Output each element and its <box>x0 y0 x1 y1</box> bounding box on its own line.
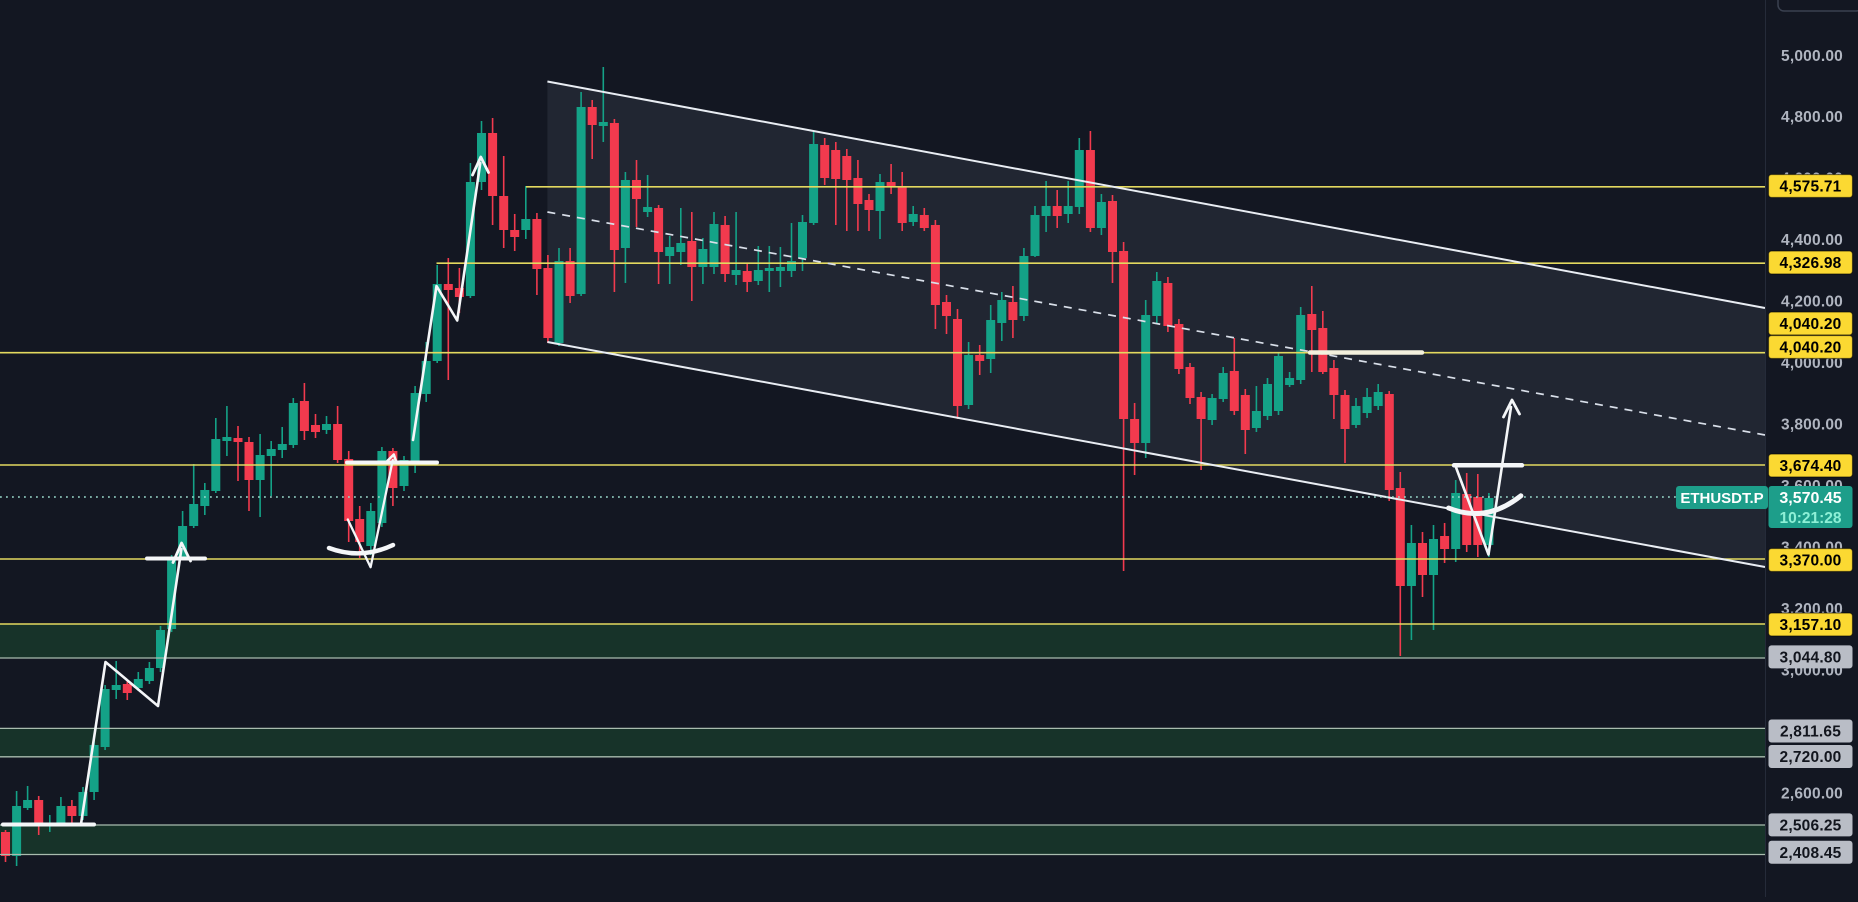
svg-text:4,326.98: 4,326.98 <box>1780 255 1842 272</box>
svg-text:4,040.20: 4,040.20 <box>1780 340 1842 357</box>
svg-text:ETHUSDT.P: ETHUSDT.P <box>1680 490 1763 507</box>
svg-text:3,800.00: 3,800.00 <box>1781 417 1843 434</box>
svg-text:4,040.20: 4,040.20 <box>1780 316 1842 333</box>
svg-text:4,575.71: 4,575.71 <box>1780 179 1842 196</box>
svg-text:4,400.00: 4,400.00 <box>1781 232 1843 249</box>
svg-text:4,200.00: 4,200.00 <box>1781 294 1843 311</box>
svg-text:2,600.00: 2,600.00 <box>1781 786 1843 803</box>
svg-text:4,800.00: 4,800.00 <box>1781 109 1843 126</box>
svg-text:5,000.00: 5,000.00 <box>1781 48 1843 65</box>
svg-text:3,370.00: 3,370.00 <box>1780 553 1842 570</box>
svg-text:2,720.00: 2,720.00 <box>1780 749 1842 766</box>
svg-text:3,674.40: 3,674.40 <box>1780 458 1842 475</box>
svg-text:3,044.80: 3,044.80 <box>1780 649 1842 666</box>
svg-text:2,506.25: 2,506.25 <box>1780 817 1842 834</box>
svg-text:2,811.65: 2,811.65 <box>1780 724 1841 741</box>
svg-text:3,570.45: 3,570.45 <box>1779 490 1841 507</box>
svg-text:2,408.45: 2,408.45 <box>1780 845 1842 862</box>
svg-text:10:21:28: 10:21:28 <box>1779 510 1841 527</box>
svg-text:3,157.10: 3,157.10 <box>1780 617 1842 634</box>
svg-text:4,000.00: 4,000.00 <box>1781 355 1843 372</box>
